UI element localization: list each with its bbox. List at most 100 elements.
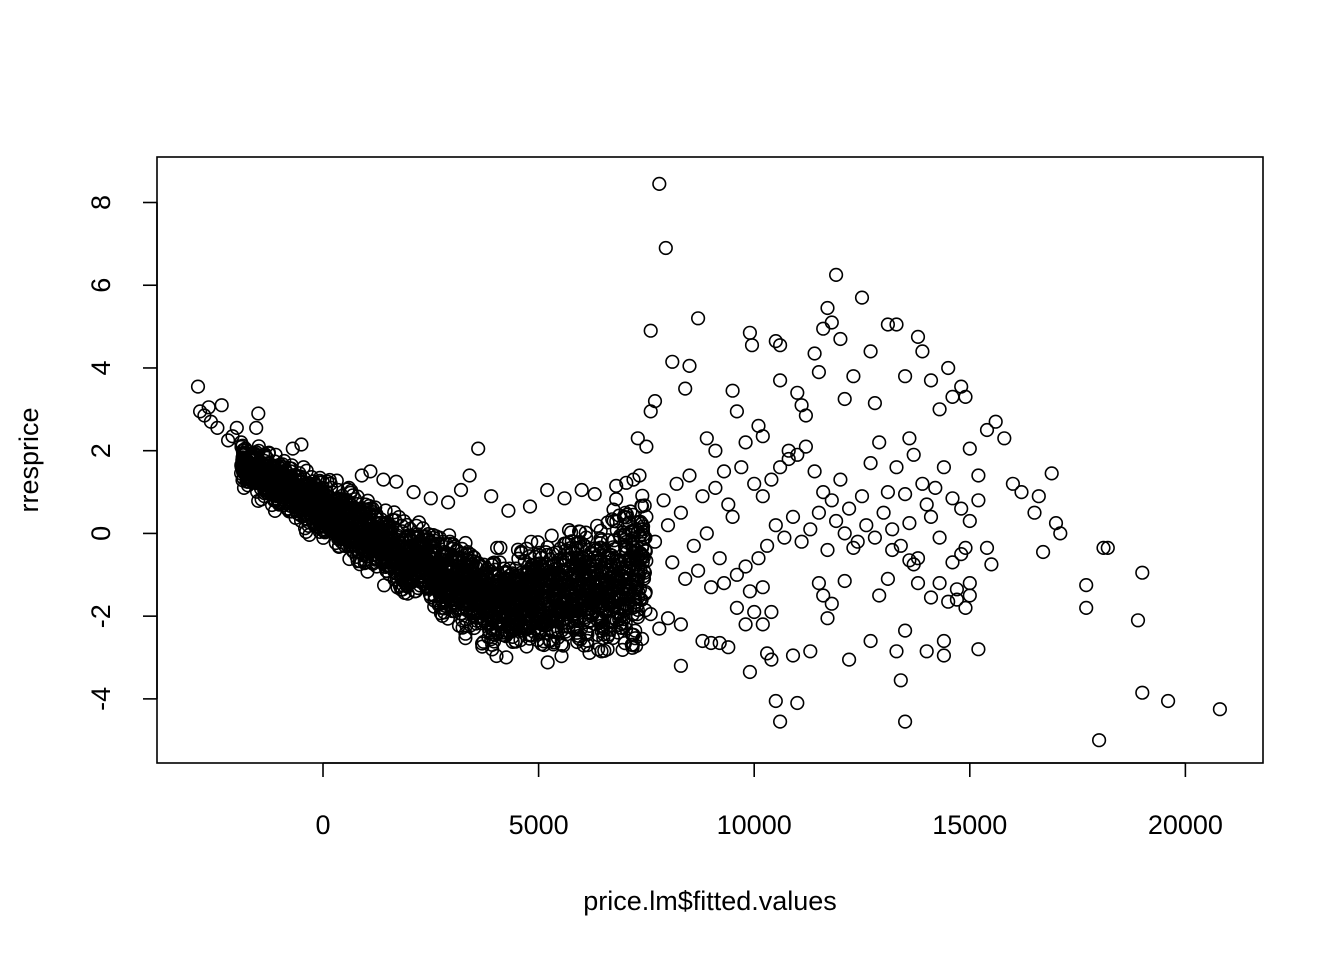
data-point [579,625,595,640]
data-point [945,389,960,405]
data-point [285,441,300,456]
data-point [902,553,917,568]
data-point [932,530,947,545]
data-point [338,532,353,548]
data-point [781,443,796,458]
data-point [486,587,501,603]
data-point [431,597,446,612]
data-point [426,527,441,543]
data-point [589,585,604,600]
data-point [833,472,848,487]
data-point [427,588,442,604]
data-point [721,640,736,655]
data-point [816,588,831,603]
data-point [572,524,588,539]
data-point [915,476,930,491]
data-point [880,485,896,500]
data-point [540,482,555,498]
data-point [373,527,388,542]
data-point [936,460,952,475]
data-point [721,497,736,512]
data-point [889,317,904,332]
data-point [772,373,788,388]
data-point [772,460,788,475]
data-point [665,354,680,369]
data-point [484,489,499,504]
data-point [601,597,616,612]
data-point [499,650,514,665]
data-point [755,429,770,444]
data-point [958,389,973,405]
data-point [678,381,693,396]
data-point [828,267,844,283]
data-point [910,551,926,566]
data-point [278,493,294,509]
data-point [841,652,857,667]
data-point [708,480,723,496]
data-point [820,611,835,626]
data-point [510,542,526,557]
data-point [630,606,645,622]
data-point [699,526,714,541]
data-point [347,492,363,507]
data-point [747,604,762,620]
data-point [703,580,719,595]
data-point [837,573,852,589]
data-point [962,588,977,603]
data-point [576,576,592,591]
data-point [625,607,640,622]
data-point [485,613,500,629]
data-point [482,623,497,638]
data-point [498,593,513,608]
data-point [893,673,908,688]
data-point [807,346,822,361]
data-point [1053,526,1068,541]
data-point [820,300,835,316]
data-point [282,498,298,513]
data-point [863,456,878,471]
data-point [610,625,626,640]
data-point [1044,466,1059,481]
data-point [249,420,264,436]
data-point [656,493,671,508]
data-point [984,557,999,572]
data-point [455,600,470,616]
data-point [587,487,602,502]
data-point [824,315,839,330]
data-point [190,379,206,394]
data-point [632,468,647,483]
data-point [703,635,719,651]
data-point [837,391,852,407]
data-point [631,589,646,604]
data-point [489,648,504,664]
data-point [945,555,960,570]
data-point [433,606,449,621]
x-axis-label: price.lm$fitted.values [583,886,837,916]
data-point [542,569,557,585]
data-point [409,552,424,567]
y-axis: -4 -2 0 2 4 6 8 [86,195,158,711]
data-point [618,553,633,568]
data-point [618,525,633,540]
data-point [403,521,418,537]
data-point [505,566,520,581]
data-point [404,532,419,548]
data-point [820,542,835,558]
data-point [910,575,926,591]
data-point [971,468,986,483]
data-point [712,551,727,566]
data-point [759,538,775,553]
data-point [962,575,977,591]
data-point [272,497,287,512]
data-point [421,548,436,563]
data-point [444,569,459,585]
data-point [690,311,706,326]
data-point [525,593,541,608]
data-point [522,499,538,514]
data-point [267,459,282,475]
data-point [556,558,572,573]
data-point [492,614,507,630]
data-point [738,435,753,450]
data-point [764,652,779,667]
data-point [902,431,917,446]
